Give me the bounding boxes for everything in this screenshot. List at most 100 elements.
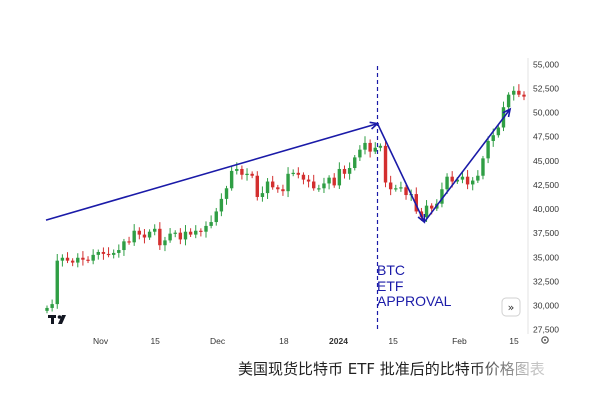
x-tick-label: 15 — [388, 336, 398, 346]
candle-body — [188, 231, 193, 235]
x-tick-label: Nov — [93, 336, 109, 346]
candle-body — [342, 168, 347, 174]
candle-body — [378, 145, 383, 148]
y-tick-label: 42,500 — [533, 180, 559, 190]
candle-body — [358, 149, 362, 158]
y-tick-label: 55,000 — [533, 59, 559, 69]
tradingview-logo-icon[interactable] — [48, 315, 66, 324]
candle-body — [332, 177, 336, 186]
x-tick-label: 18 — [279, 336, 289, 346]
candle-body — [173, 232, 177, 234]
candle-body — [486, 140, 490, 159]
trend-arrow-line — [45, 122, 378, 221]
x-tick-label: 15 — [509, 336, 519, 346]
candle-body — [76, 257, 80, 263]
x-tick-label: Feb — [452, 336, 467, 346]
y-tick-label: 30,000 — [533, 301, 559, 311]
candle-body — [512, 90, 516, 95]
annotation-btc: BTC — [377, 262, 405, 278]
gear-icon[interactable] — [541, 336, 549, 344]
candle-body — [214, 211, 218, 223]
candle-body — [209, 222, 213, 226]
candle-body — [363, 142, 367, 150]
y-tick-label: 32,500 — [533, 276, 559, 286]
scroll-to-latest-button[interactable]: » — [501, 297, 521, 317]
candle-body — [240, 168, 244, 175]
candles-layer — [45, 84, 526, 314]
candle-body — [450, 176, 454, 182]
candle-body — [106, 253, 111, 256]
x-tick-label: 15 — [150, 336, 160, 346]
candle-body — [491, 135, 495, 141]
candle-body — [117, 250, 121, 253]
candle-body — [306, 179, 311, 182]
candle-body — [101, 251, 106, 254]
y-tick-label: 50,000 — [533, 108, 559, 118]
candle-body — [137, 230, 142, 235]
candle-body — [476, 175, 480, 181]
candle-body — [199, 230, 203, 232]
x-tick-label: Dec — [210, 336, 226, 346]
y-tick-label: 52,500 — [533, 83, 559, 93]
candle-body — [522, 94, 526, 97]
trend-arrow-line — [376, 123, 426, 223]
candle-body — [163, 240, 167, 246]
candle-body — [50, 304, 54, 308]
chart-caption: 美国现货比特币 ETF 批准后的比特币价格图表 — [238, 360, 545, 378]
candle-body — [158, 228, 162, 246]
y-tick-label: 45,000 — [533, 156, 559, 166]
candle-body — [153, 228, 157, 232]
candle-body — [471, 180, 475, 185]
candle-body — [337, 168, 342, 186]
candle-body — [60, 257, 65, 261]
caption-fade-overlay — [470, 354, 600, 380]
candle-body — [291, 172, 295, 175]
candle-body — [86, 259, 90, 261]
candle-body — [301, 174, 306, 180]
candle-body — [404, 187, 408, 196]
candle-body — [45, 307, 49, 311]
candle-body — [399, 187, 403, 189]
candle-body — [142, 234, 147, 238]
candle-body — [455, 179, 460, 182]
candle-body — [70, 260, 75, 263]
annotation-etf: ETF — [377, 278, 403, 294]
candle-body — [460, 176, 465, 180]
annotation-approval: APPROVAL — [377, 293, 452, 309]
candle-body — [111, 252, 116, 255]
candle-body — [373, 147, 377, 152]
candle-body — [91, 254, 95, 261]
candle-body — [235, 168, 239, 171]
candle-body — [96, 251, 100, 255]
candle-body — [445, 176, 449, 190]
scroll-to-latest-icon: » — [508, 301, 515, 314]
candle-body — [506, 94, 511, 108]
candle-body — [286, 173, 290, 192]
candle-body — [368, 142, 372, 152]
candle-body — [55, 260, 59, 305]
candle-body — [245, 173, 249, 176]
y-tick-label: 35,000 — [533, 252, 559, 262]
candle-body — [132, 230, 136, 243]
y-tick-label: 37,500 — [533, 228, 559, 238]
candle-body — [296, 172, 301, 175]
candle-body — [219, 198, 224, 212]
candle-body — [496, 127, 501, 136]
candle-body — [229, 170, 234, 189]
candle-body — [353, 157, 357, 169]
y-tick-label: 27,500 — [533, 325, 559, 335]
candle-body — [347, 168, 352, 174]
candle-body — [312, 181, 316, 189]
overlays-layer — [45, 66, 512, 330]
candle-body — [517, 90, 521, 95]
price-axis: 27,500 30,000 32,500 35,000 37,500 40,000 42,5… — [533, 59, 559, 334]
candle-body — [322, 183, 326, 189]
candle-body — [481, 158, 485, 176]
candle-body — [194, 230, 198, 235]
candle-body — [440, 189, 444, 204]
candle-body — [250, 173, 254, 176]
y-tick-label: 40,000 — [533, 204, 559, 214]
trend-arrow-head — [502, 107, 512, 118]
candle-body — [204, 225, 208, 232]
